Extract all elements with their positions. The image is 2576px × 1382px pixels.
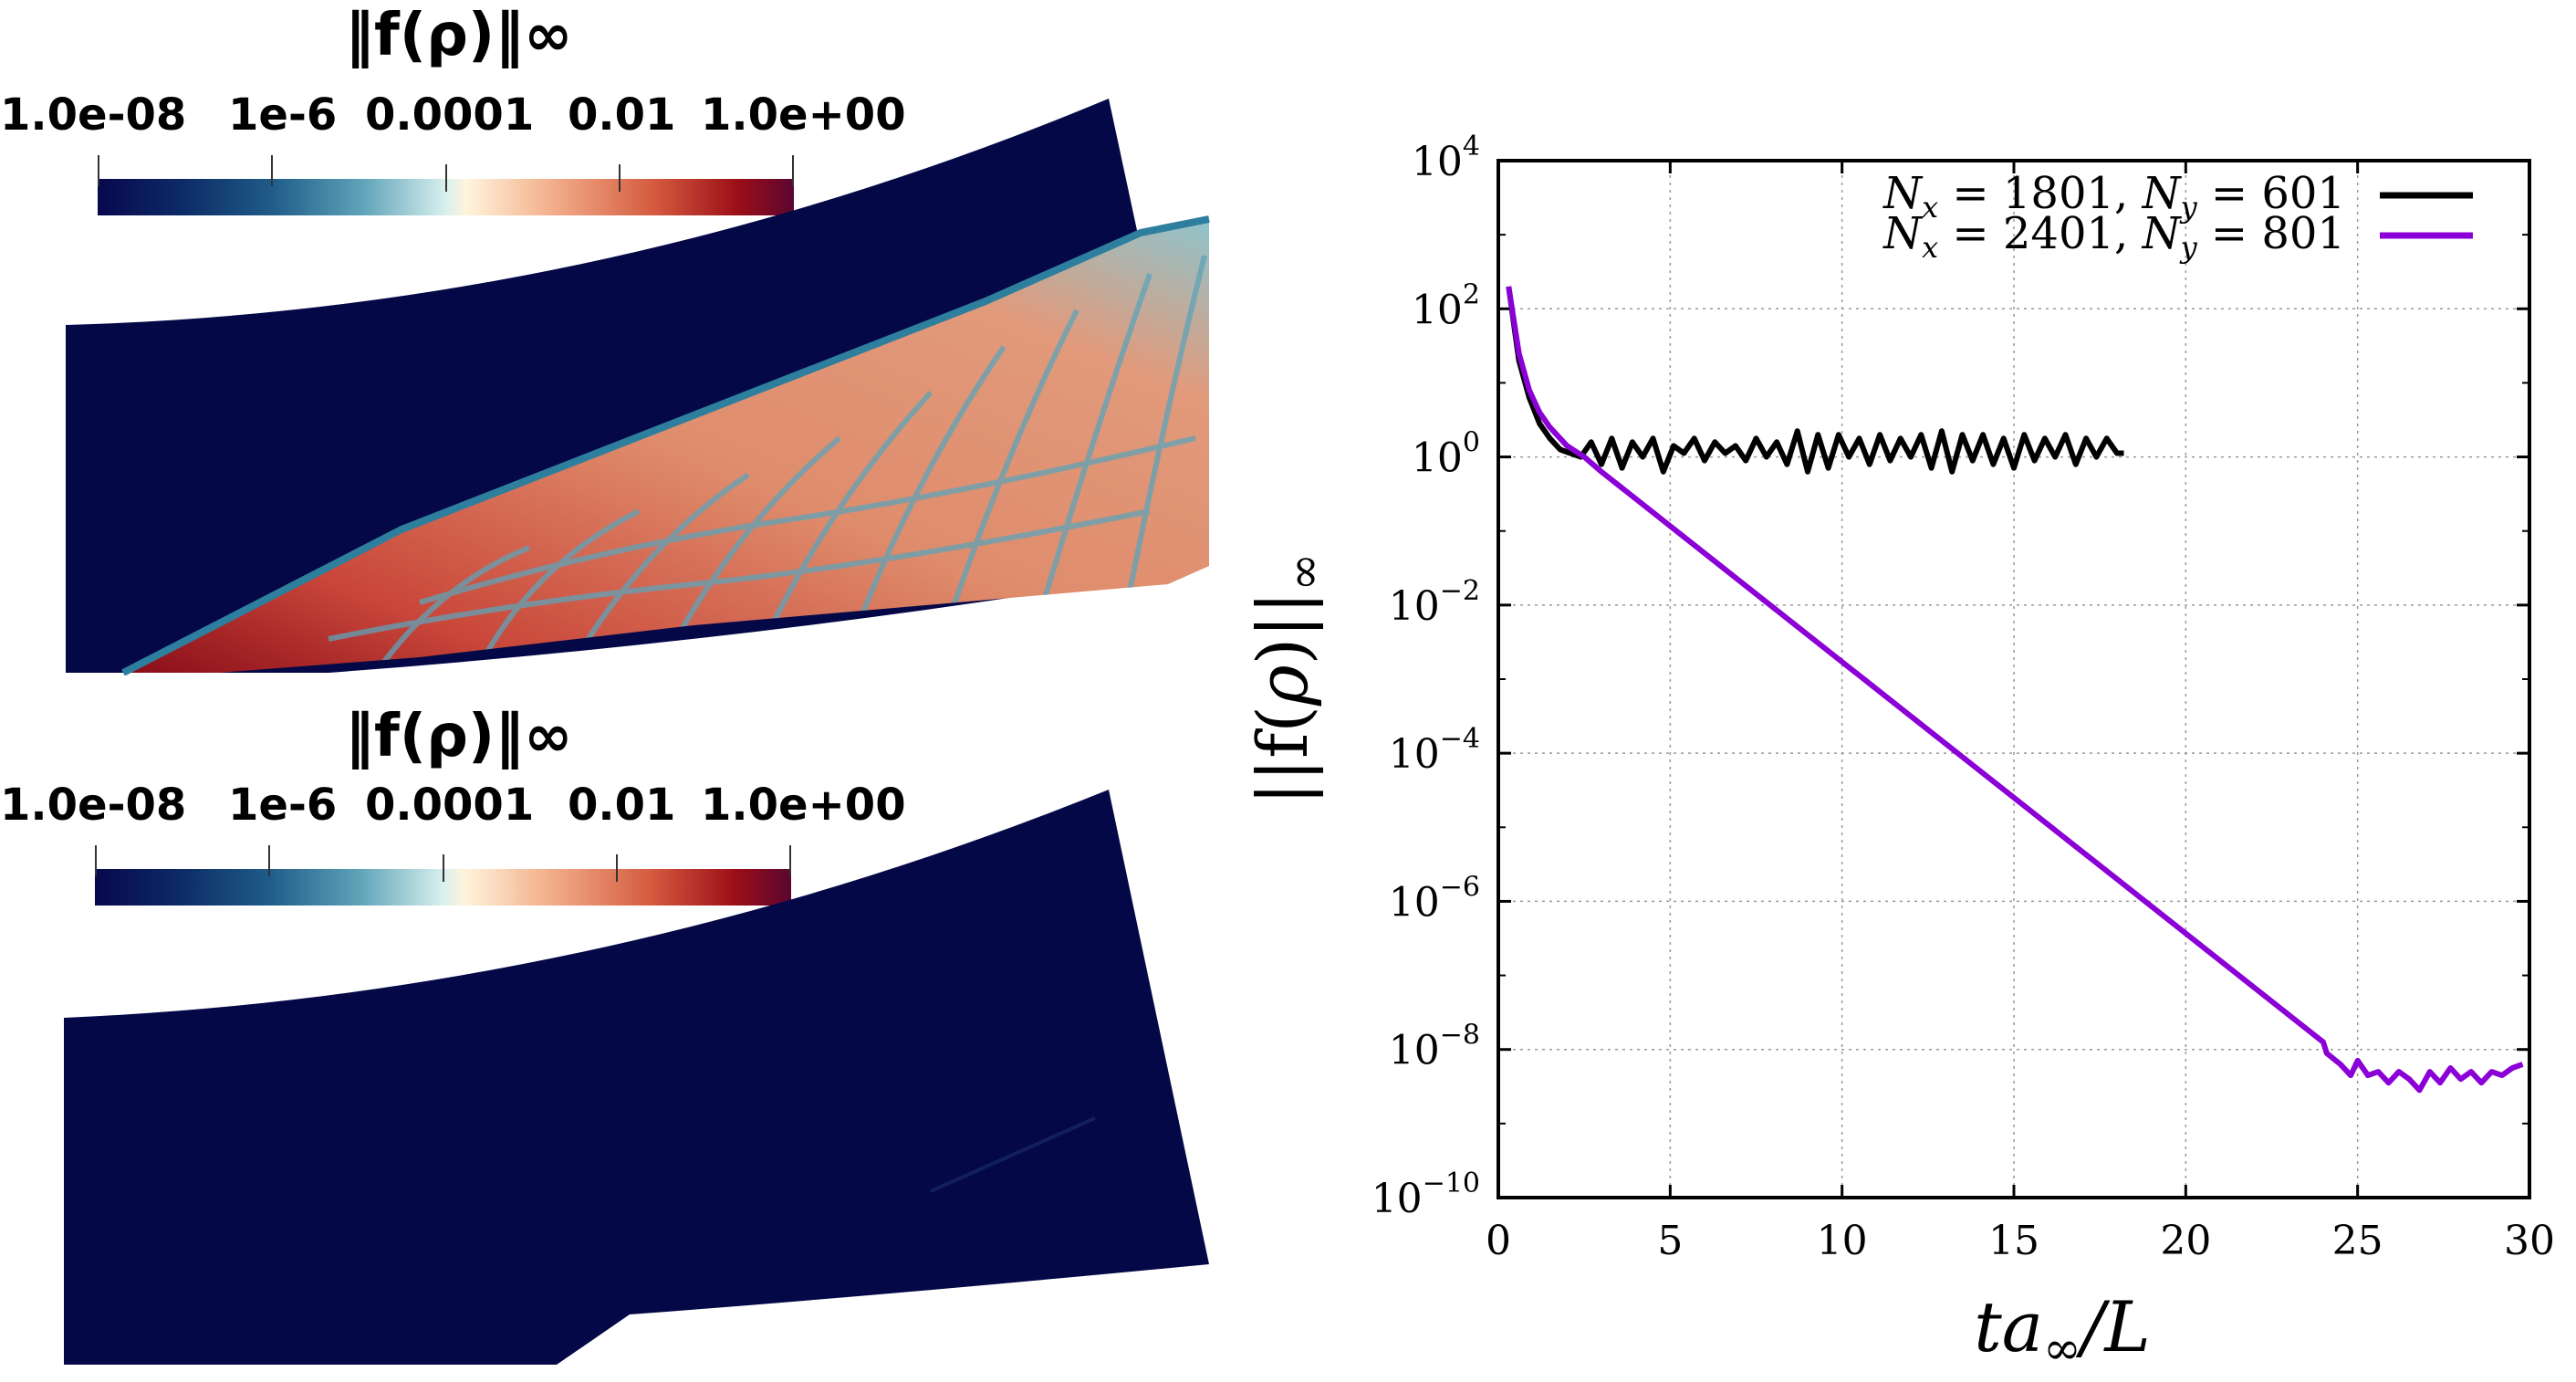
domain-bottom (64, 790, 1209, 1365)
x-tick-label: 20 (2160, 1218, 2211, 1264)
legend: Nx = 1801, Ny = 601 Nx = 2401, Ny = 801 (1882, 168, 2473, 265)
colorbar-tick-label: 0.0001 (365, 780, 535, 831)
x-tick-label: 25 (2332, 1218, 2383, 1264)
density-field-bottom (64, 790, 1209, 1365)
y-tick-label: 10−6 (1389, 871, 1480, 926)
shock-wedge (123, 219, 1209, 673)
colorbar-tick-label: 1.0e+00 (701, 89, 906, 141)
legend-label-1801: Nx = 1801, Ny = 601 (1882, 168, 2345, 225)
colorbar-tickmark (616, 854, 618, 882)
y-tick-label: 10−4 (1389, 723, 1480, 778)
colorbar-tick-label: 0.01 (568, 780, 676, 831)
density-field-top (66, 99, 1210, 675)
colorbar-tick-label: 1e-6 (228, 89, 338, 141)
colorbar-tickmark (789, 845, 791, 876)
colorbar-tick-label: 1.0e-08 (0, 89, 187, 141)
colorbar-tickmark (443, 854, 444, 882)
axis-ticks: 0 5 10 15 20 25 30 10−10 10−8 10−6 10−4 10−2 100 102 1… (1371, 131, 2555, 1264)
series-line-1801 (1506, 286, 2124, 475)
x-tick-label: 10 (1817, 1218, 1868, 1264)
series-line-2401 (1506, 286, 2524, 1094)
x-tick-label: 5 (1657, 1218, 1683, 1264)
colorbar-tickmark (271, 155, 273, 186)
y-axis-label: ||f(ρ)||∞ (1242, 553, 1330, 805)
x-tick-label: 15 (1988, 1218, 2039, 1264)
colorbar-title-bottom: ‖f(ρ)‖∞ (345, 703, 573, 770)
y-tick-label: 10−10 (1371, 1167, 1480, 1222)
colorbar-tick-label: 1e-6 (228, 780, 338, 831)
colorbar-tick-label: 0.01 (568, 89, 676, 141)
colorbar-tickmark (268, 845, 270, 876)
colorbar-tick-label: 0.0001 (365, 89, 535, 141)
colorbar-tick-label: 1.0e-08 (0, 780, 187, 831)
x-tick-label: 0 (1486, 1218, 1511, 1264)
colorbar-tickmark (95, 845, 97, 876)
colorbar-title-top: ‖f(ρ)‖∞ (345, 2, 573, 69)
colorbar-tickmark (792, 155, 794, 186)
colorbar-tickmark (619, 164, 621, 192)
grid-lines (1498, 161, 2529, 1198)
legend-label-2401: Nx = 2401, Ny = 801 (1882, 208, 2345, 265)
colorbar-tickmark (98, 155, 99, 186)
y-tick-label: 102 (1412, 278, 1480, 333)
y-tick-label: 10−2 (1389, 575, 1480, 630)
y-tick-label: 104 (1412, 131, 1480, 185)
residual-chart: 0 5 10 15 20 25 30 10−10 10−8 10−6 10−4 10−2 100 102 1… (1242, 131, 2555, 1375)
x-axis-label: ta∞/L (1974, 1286, 2151, 1375)
colorbar-tick-label: 1.0e+00 (701, 780, 906, 831)
x-tick-label: 30 (2504, 1218, 2555, 1264)
y-tick-label: 100 (1412, 427, 1480, 482)
y-tick-label: 10−8 (1389, 1020, 1480, 1074)
colorbar-tickmark (445, 164, 447, 192)
series-layer (1506, 286, 2524, 1094)
